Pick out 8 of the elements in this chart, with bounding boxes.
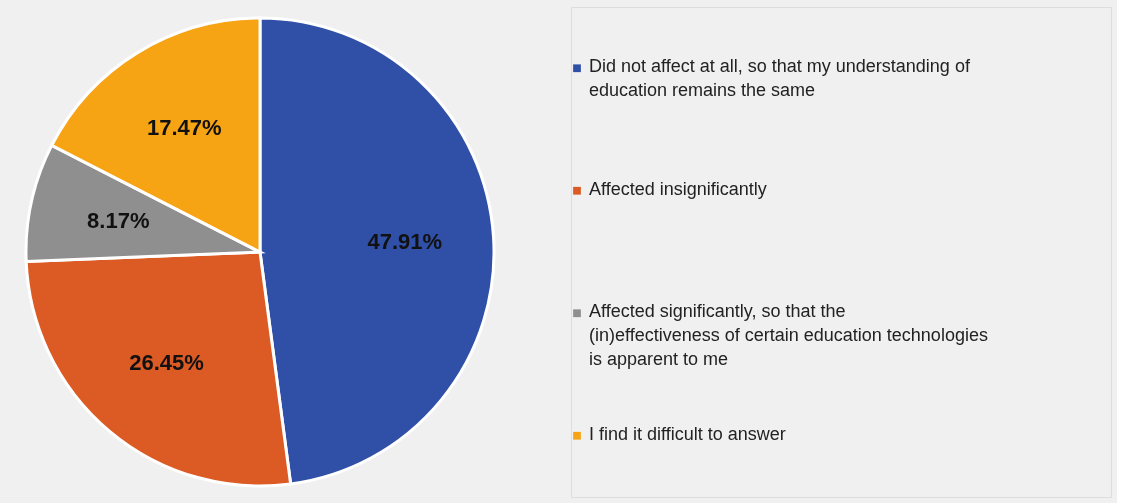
data-label: 8.17% [87, 207, 150, 233]
legend-label: Did not affect at all, so that my understanding of education remains the same [589, 56, 971, 101]
data-label: 26.45% [129, 350, 204, 375]
data-label: 47.91% [367, 229, 443, 255]
legend-label: I find it difficult to answer [589, 423, 786, 444]
legend-label: Affected significantly, so that the (in)effectiveness of certain education technologies is apparent to me [589, 301, 988, 370]
legend-label: Affected insignificantly [589, 178, 767, 199]
data-label: 17.47% [147, 115, 222, 141]
